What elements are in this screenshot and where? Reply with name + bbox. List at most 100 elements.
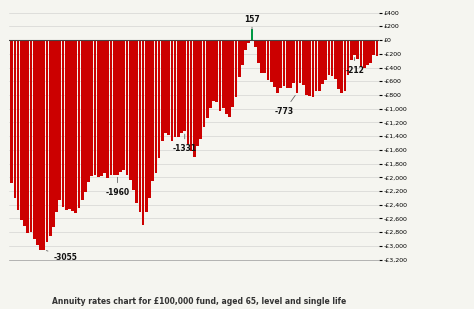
Bar <box>65 40 68 210</box>
Bar <box>196 40 199 146</box>
Bar <box>107 40 109 178</box>
Bar <box>337 40 340 88</box>
Bar <box>27 40 29 233</box>
Bar <box>180 40 183 133</box>
Bar <box>81 40 83 200</box>
Bar <box>155 40 157 173</box>
Text: 157: 157 <box>244 15 260 29</box>
Bar <box>190 40 192 151</box>
Bar <box>321 40 324 84</box>
Bar <box>46 40 48 242</box>
Text: -3055: -3055 <box>46 251 77 262</box>
Bar <box>161 40 164 141</box>
Bar <box>145 40 147 212</box>
Bar <box>97 40 100 176</box>
Bar <box>142 40 145 225</box>
Bar <box>225 40 228 114</box>
Bar <box>369 40 372 63</box>
Bar <box>10 40 13 183</box>
Bar <box>241 40 244 65</box>
Bar <box>126 40 128 175</box>
Bar <box>116 40 119 175</box>
Bar <box>119 40 122 172</box>
Bar <box>219 40 221 111</box>
Bar <box>100 40 103 176</box>
Text: -773: -773 <box>274 95 295 116</box>
Bar <box>23 40 26 226</box>
Bar <box>295 40 298 93</box>
Bar <box>206 40 209 118</box>
Bar <box>29 40 32 232</box>
Bar <box>328 40 330 75</box>
Bar <box>292 40 295 83</box>
Bar <box>318 40 320 91</box>
Bar <box>324 40 327 80</box>
Bar <box>58 40 61 200</box>
Bar <box>344 40 346 91</box>
Bar <box>71 40 74 211</box>
Bar <box>17 40 19 210</box>
Text: Annuity rates chart for £100,000 fund, aged 65, level and single life: Annuity rates chart for £100,000 fund, a… <box>52 297 346 306</box>
Bar <box>247 40 250 43</box>
Bar <box>167 40 170 135</box>
Bar <box>289 40 292 88</box>
Bar <box>20 40 23 220</box>
Bar <box>350 40 353 60</box>
Bar <box>231 40 234 107</box>
Bar <box>78 40 81 208</box>
Bar <box>109 40 112 175</box>
Bar <box>103 40 106 173</box>
Bar <box>212 40 215 101</box>
Bar <box>171 40 173 141</box>
Bar <box>174 40 176 137</box>
Bar <box>52 40 55 227</box>
Bar <box>375 40 378 56</box>
Bar <box>68 40 71 209</box>
Bar <box>238 40 240 77</box>
Bar <box>200 40 202 139</box>
Bar <box>183 40 186 131</box>
Bar <box>42 40 45 250</box>
Bar <box>331 40 334 76</box>
Bar <box>228 40 231 117</box>
Bar <box>158 40 161 158</box>
Bar <box>273 40 276 87</box>
Bar <box>257 40 260 63</box>
Bar <box>138 40 141 211</box>
Bar <box>305 40 308 95</box>
Bar <box>164 40 167 133</box>
Bar <box>222 40 225 108</box>
Bar <box>14 40 16 198</box>
Bar <box>366 40 369 65</box>
Bar <box>215 40 218 102</box>
Bar <box>177 40 180 137</box>
Bar <box>347 40 349 75</box>
Bar <box>244 40 247 50</box>
Text: -1960: -1960 <box>105 177 129 197</box>
Bar <box>340 40 343 93</box>
Bar <box>87 40 90 182</box>
Bar <box>62 40 64 207</box>
Bar <box>84 40 87 192</box>
Bar <box>91 40 93 176</box>
Bar <box>270 40 273 82</box>
Bar <box>209 40 212 108</box>
Bar <box>151 40 154 181</box>
Bar <box>202 40 205 127</box>
Bar <box>235 40 237 97</box>
Bar <box>302 40 305 85</box>
Bar <box>122 40 125 170</box>
Bar <box>260 40 263 73</box>
Bar <box>49 40 52 236</box>
Bar <box>36 40 39 245</box>
Bar <box>264 40 266 73</box>
Bar <box>267 40 269 80</box>
Bar <box>286 40 289 88</box>
Bar <box>148 40 151 198</box>
Bar <box>373 40 375 55</box>
Bar <box>132 40 135 190</box>
Bar <box>254 40 256 47</box>
Bar <box>39 40 42 250</box>
Bar <box>251 29 254 40</box>
Bar <box>187 40 189 144</box>
